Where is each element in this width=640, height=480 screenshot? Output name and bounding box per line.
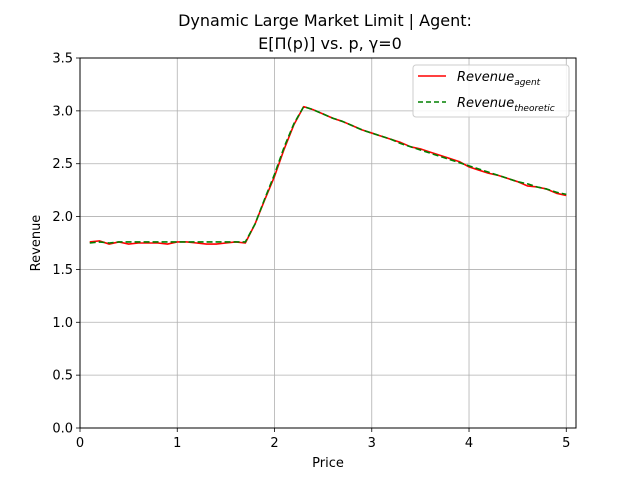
- axis-ticks: 0 1 2 3 4 5 0.0 0.5 1.0 1.5 2.0 2.5 3.0 3.5: [52, 52, 570, 452]
- y-tick-label: 3.5: [52, 52, 73, 67]
- y-tick-label: 3.0: [52, 104, 73, 119]
- x-tick-label: 4: [465, 436, 473, 451]
- y-tick-label: 1.0: [52, 316, 73, 331]
- legend-label-agent-base: Revenue: [457, 70, 514, 85]
- legend-label-theoretic-base: Revenue: [457, 96, 514, 111]
- y-tick-label: 1.5: [52, 263, 73, 278]
- plot-frame: [79, 57, 577, 429]
- chart-title-line1: Dynamic Large Market Limit | Agent:: [178, 11, 472, 30]
- legend-label-theoretic: Revenuetheoretic: [457, 96, 555, 114]
- y-tick-label: 0.5: [52, 369, 73, 384]
- legend-label-agent-sub: agent: [514, 78, 540, 88]
- series-line-theoretic: [89, 105, 567, 244]
- x-tick-label: 5: [562, 436, 570, 451]
- x-tick-label: 1: [173, 436, 181, 451]
- legend-label-theoretic-sub: theoretic: [514, 104, 555, 114]
- legend: Revenueagent Revenuetheoretic: [412, 64, 570, 118]
- legend-label-agent: Revenueagent: [457, 70, 541, 88]
- x-tick-label: 2: [270, 436, 278, 451]
- y-tick-label: 2.0: [52, 210, 73, 225]
- y-axis-label: Revenue: [29, 215, 44, 272]
- y-tick-label: 0.0: [52, 422, 73, 437]
- x-tick-label: 0: [76, 436, 84, 451]
- x-tick-label: 3: [368, 436, 376, 451]
- legend-box: [412, 64, 570, 118]
- x-axis-label: Price: [312, 456, 344, 471]
- series-lines: [89, 105, 567, 245]
- chart-title-line2: E[Π(p)] vs. p, γ=0: [258, 34, 402, 53]
- y-tick-label: 2.5: [52, 157, 73, 172]
